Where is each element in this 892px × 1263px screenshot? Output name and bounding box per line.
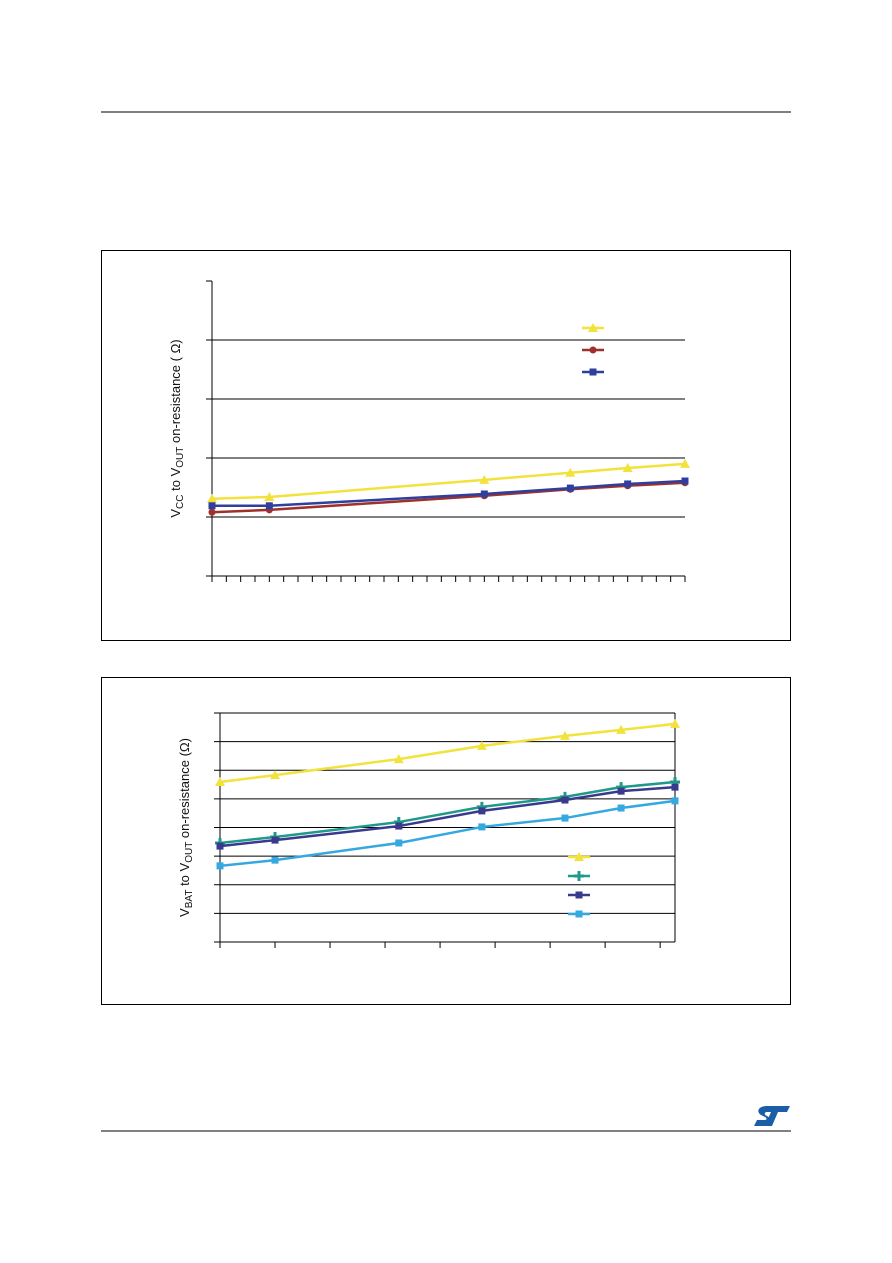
marker: [624, 480, 632, 488]
chart-frame: [101, 677, 791, 1005]
marker: [393, 754, 404, 764]
marker: [566, 484, 574, 492]
series-line: [211, 481, 686, 514]
marker: [215, 776, 225, 786]
marker: [478, 823, 486, 831]
label-text: V: [177, 908, 192, 917]
marker: [589, 346, 597, 354]
label-text: on-resistance (Ω): [177, 738, 192, 842]
y-axis-label: VCC to VOUT on-resistance ( Ω): [168, 339, 186, 517]
label-subscript: OUT: [175, 447, 186, 468]
marker: [208, 508, 216, 516]
label-subscript: CC: [175, 494, 186, 508]
marker: [216, 842, 224, 850]
chart-frame: [101, 250, 791, 641]
label-subscript: OUT: [184, 842, 195, 863]
marker: [671, 783, 679, 791]
marker: [561, 814, 569, 822]
marker: [575, 910, 583, 918]
marker: [264, 491, 275, 501]
marker: [561, 796, 569, 804]
marker: [589, 368, 597, 376]
series-line: [219, 785, 676, 848]
marker: [478, 807, 486, 815]
marker: [574, 852, 584, 861]
series-line: [212, 479, 686, 508]
marker: [208, 502, 216, 510]
marker: [575, 891, 583, 899]
marker: [207, 493, 217, 503]
marker: [574, 871, 584, 881]
logo: [754, 1106, 790, 1126]
marker: [671, 797, 679, 805]
marker: [479, 474, 490, 484]
label-subscript: BAT: [184, 890, 195, 909]
marker: [480, 490, 488, 498]
marker: [565, 467, 576, 477]
marker: [476, 740, 487, 750]
marker: [670, 718, 680, 728]
marker: [617, 804, 625, 812]
marker: [395, 822, 403, 830]
series-line: [211, 462, 686, 500]
label-text: to V: [168, 467, 183, 494]
marker: [270, 770, 281, 780]
marker: [616, 724, 627, 734]
marker: [395, 839, 403, 847]
marker: [588, 323, 598, 332]
marker: [271, 856, 279, 864]
label-text: V: [168, 509, 183, 518]
marker: [622, 463, 633, 473]
label-text: on-resistance ( Ω): [168, 339, 183, 446]
marker: [681, 477, 689, 485]
y-axis-label: VBAT to VOUT on-resistance (Ω): [177, 738, 195, 917]
series-line: [219, 722, 676, 784]
marker: [680, 458, 690, 468]
marker: [559, 730, 570, 740]
label-text: to V: [177, 862, 192, 889]
marker: [265, 502, 273, 510]
marker: [216, 862, 224, 870]
marker: [617, 787, 625, 795]
marker: [271, 836, 279, 844]
